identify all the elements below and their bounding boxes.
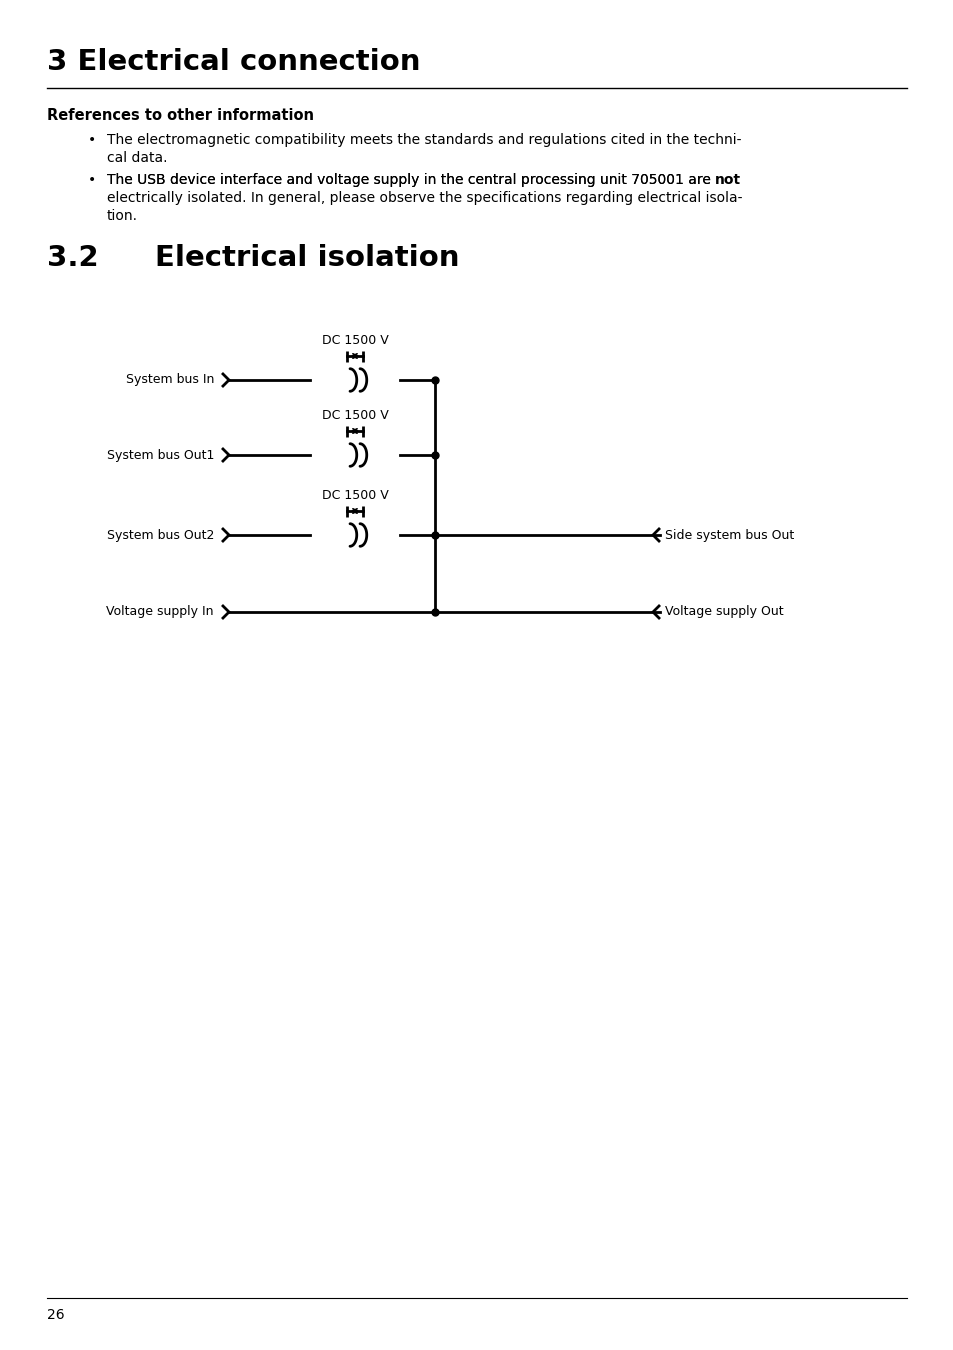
Text: not: not	[715, 173, 740, 188]
Text: Electrical isolation: Electrical isolation	[154, 244, 459, 271]
Text: cal data.: cal data.	[107, 151, 168, 165]
Text: 26: 26	[47, 1308, 65, 1322]
Text: The USB device interface and voltage supply in the central processing unit 70500: The USB device interface and voltage sup…	[107, 173, 715, 188]
Text: Side system bus Out: Side system bus Out	[664, 528, 794, 541]
Text: System bus Out1: System bus Out1	[107, 448, 213, 462]
Text: References to other information: References to other information	[47, 108, 314, 123]
Text: electrically isolated. In general, please observe the specifications regarding e: electrically isolated. In general, pleas…	[107, 190, 741, 205]
Text: DC 1500 V: DC 1500 V	[321, 333, 388, 347]
Text: Voltage supply In: Voltage supply In	[107, 606, 213, 618]
Text: 3.2: 3.2	[47, 244, 98, 271]
Text: System bus Out2: System bus Out2	[107, 528, 213, 541]
Text: The USB device interface and voltage supply in the central processing unit 70500: The USB device interface and voltage sup…	[107, 173, 715, 188]
Text: The electromagnetic compatibility meets the standards and regulations cited in t: The electromagnetic compatibility meets …	[107, 134, 740, 147]
Text: Voltage supply Out: Voltage supply Out	[664, 606, 782, 618]
Text: 3 Electrical connection: 3 Electrical connection	[47, 49, 420, 76]
Text: System bus In: System bus In	[126, 374, 213, 386]
Text: •: •	[88, 173, 96, 188]
Text: DC 1500 V: DC 1500 V	[321, 409, 388, 423]
Text: DC 1500 V: DC 1500 V	[321, 489, 388, 502]
Text: •: •	[88, 134, 96, 147]
Text: tion.: tion.	[107, 209, 138, 223]
